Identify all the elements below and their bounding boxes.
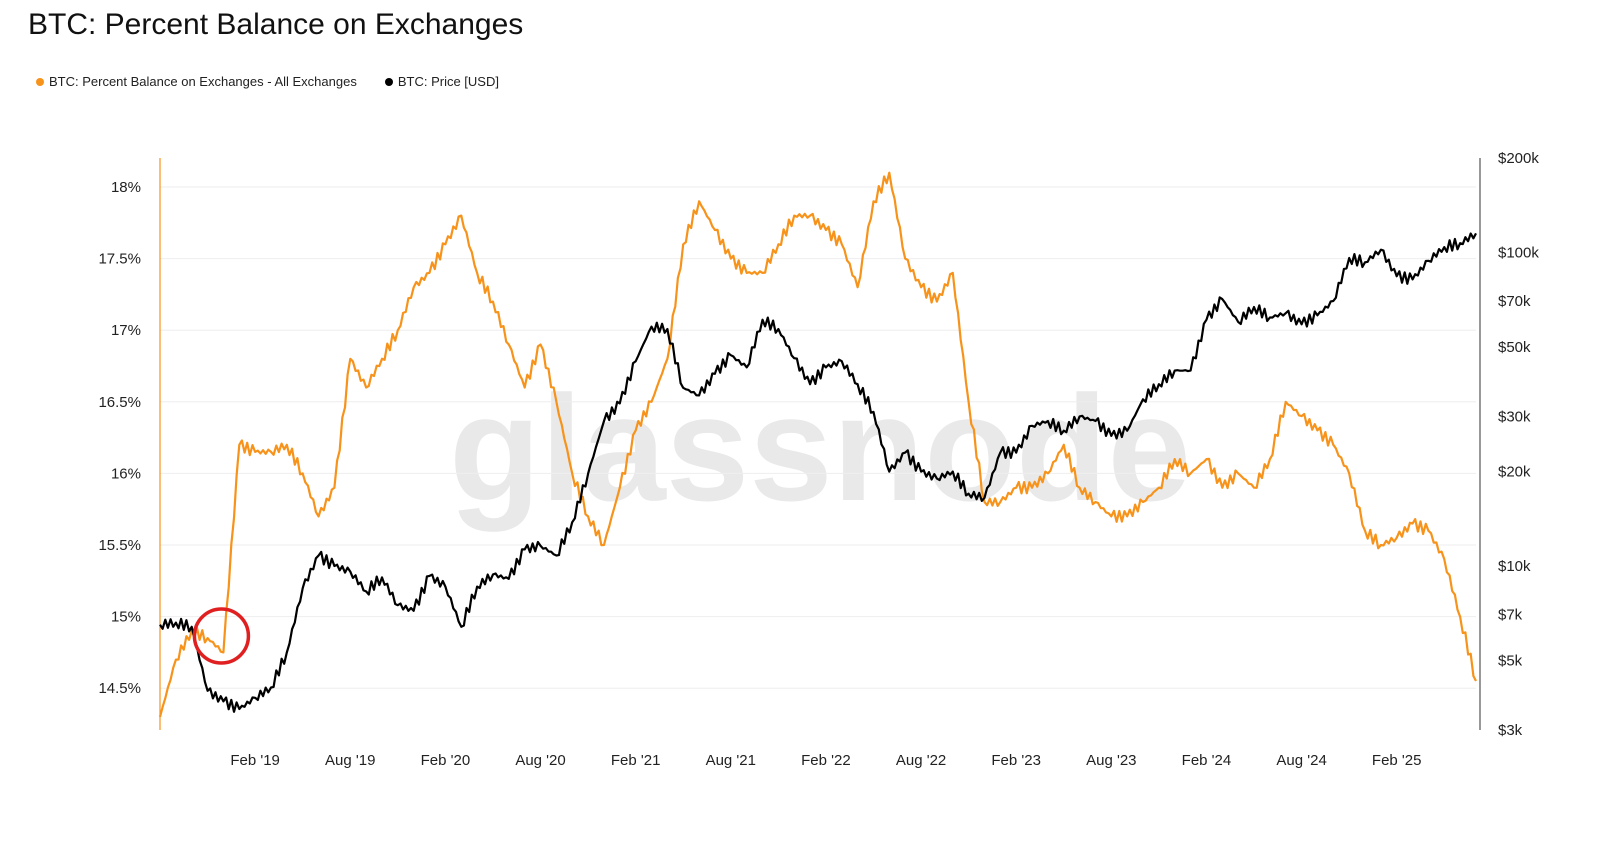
x-tick-label: Feb '21	[611, 752, 661, 769]
legend-label: BTC: Price [USD]	[397, 74, 499, 89]
legend-dot-orange	[36, 77, 44, 86]
x-tick-label: Feb '22	[801, 752, 851, 769]
y-right-tick-label: $20k	[1498, 464, 1531, 481]
y-left-tick-label: 18%	[111, 179, 141, 196]
x-tick-label: Feb '24	[1182, 752, 1232, 769]
y-right-tick-label: $7k	[1498, 607, 1523, 624]
legend-label: BTC: Percent Balance on Exchanges - All …	[49, 74, 357, 89]
y-right-tick-label: $200k	[1498, 150, 1539, 167]
watermark: glassnode	[449, 364, 1191, 532]
y-right-tick-label: $70k	[1498, 293, 1531, 310]
chart-title: BTC: Percent Balance on Exchanges	[28, 8, 524, 41]
y-right-tick-label: $10k	[1498, 558, 1531, 575]
y-left-tick-label: 17%	[111, 322, 141, 339]
x-tick-label: Feb '20	[421, 752, 471, 769]
y-right-tick-label: $5k	[1498, 652, 1523, 669]
x-tick-label: Feb '23	[991, 752, 1041, 769]
y-left-tick-label: 15%	[111, 609, 141, 626]
y-right-tick-label: $3k	[1498, 722, 1523, 739]
series-line-balance	[158, 171, 1477, 718]
y-right-tick-label: $100k	[1498, 244, 1539, 261]
y-left-tick-label: 14.5%	[98, 680, 141, 697]
y-right-tick-label: $50k	[1498, 339, 1531, 356]
y-left-tick-label: 16.5%	[98, 394, 141, 411]
series-line-price	[159, 232, 1477, 713]
legend-dot-black	[384, 77, 393, 86]
y-left-tick-label: 17.5%	[98, 251, 141, 268]
legend-item-balance[interactable]: BTC: Percent Balance on Exchanges - All …	[36, 74, 357, 89]
x-tick-label: Aug '19	[325, 752, 375, 769]
y-left-tick-label: 15.5%	[98, 537, 141, 554]
x-tick-label: Aug '24	[1276, 752, 1326, 769]
x-tick-label: Aug '22	[896, 752, 946, 769]
x-tick-label: Feb '25	[1372, 752, 1422, 769]
x-tick-label: Feb '19	[230, 752, 280, 769]
x-tick-label: Aug '23	[1086, 752, 1136, 769]
y-left-tick-label: 16%	[111, 465, 141, 482]
y-right-tick-label: $30k	[1498, 408, 1531, 425]
legend-item-price[interactable]: BTC: Price [USD]	[384, 74, 499, 89]
x-tick-label: Aug '21	[706, 752, 756, 769]
legend: BTC: Percent Balance on Exchanges - All …	[36, 74, 499, 89]
x-tick-label: Aug '20	[515, 752, 565, 769]
annotation-circle	[192, 607, 251, 665]
